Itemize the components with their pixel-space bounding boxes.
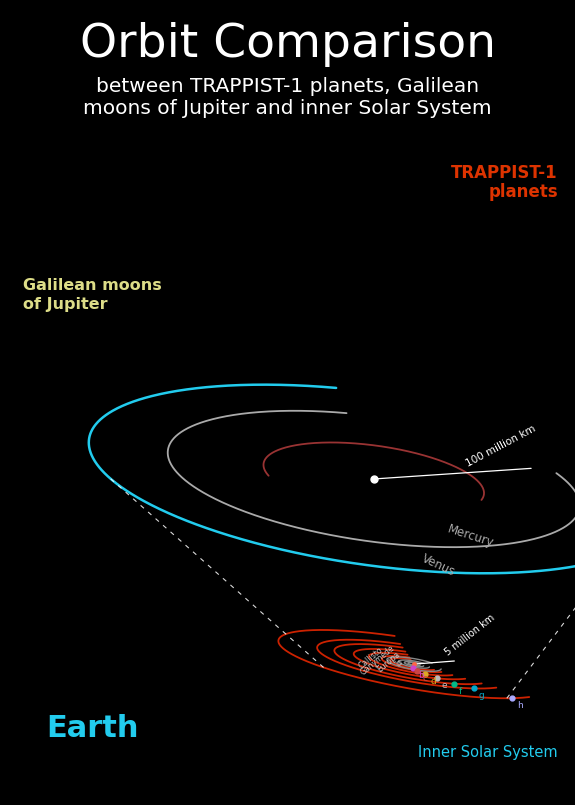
Text: Callisto: Callisto <box>358 645 385 671</box>
Text: Mercury: Mercury <box>446 522 496 550</box>
Text: Io: Io <box>394 657 405 668</box>
Text: planets: planets <box>488 183 558 200</box>
Text: h: h <box>517 701 523 710</box>
Text: Orbit Comparison: Orbit Comparison <box>79 22 496 67</box>
Text: Ganymede: Ganymede <box>359 644 396 677</box>
Text: 100 million km: 100 million km <box>464 423 537 469</box>
Text: Galilean moons: Galilean moons <box>23 279 162 293</box>
Text: f: f <box>459 687 462 696</box>
Text: c: c <box>423 674 427 683</box>
Text: TRAPPIST-1: TRAPPIST-1 <box>451 164 558 182</box>
Text: Earth: Earth <box>46 714 139 743</box>
Text: b: b <box>418 671 424 680</box>
Text: d: d <box>430 677 436 686</box>
Text: of Jupiter: of Jupiter <box>23 297 108 312</box>
Text: e: e <box>442 681 447 691</box>
Text: Europa: Europa <box>375 650 401 674</box>
Text: Venus: Venus <box>420 552 458 579</box>
Text: moons of Jupiter and inner Solar System: moons of Jupiter and inner Solar System <box>83 99 492 118</box>
Text: Inner Solar System: Inner Solar System <box>418 745 558 760</box>
Text: 5 million km: 5 million km <box>443 613 497 658</box>
Text: g: g <box>479 691 485 700</box>
Text: between TRAPPIST-1 planets, Galilean: between TRAPPIST-1 planets, Galilean <box>96 76 479 96</box>
